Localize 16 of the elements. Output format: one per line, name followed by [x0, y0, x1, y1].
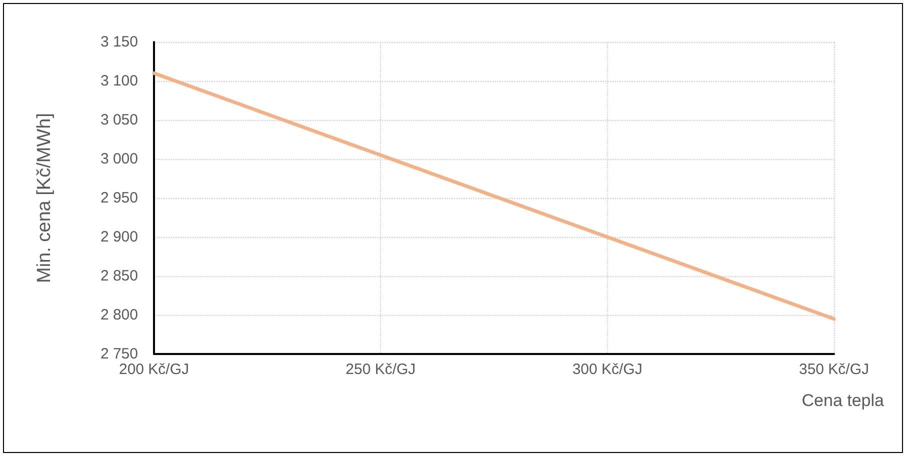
x-axis-title: Cena tepla — [802, 391, 885, 410]
y-tick-label: 3 050 — [100, 112, 138, 128]
line-series — [152, 71, 836, 321]
x-tick-label: 350 Kč/GJ — [798, 361, 870, 378]
y-tick-label: 3 100 — [100, 72, 138, 90]
y-tick-label: 3 000 — [100, 150, 138, 168]
y-tick-label: 2 950 — [100, 190, 138, 206]
x-tick-label: 200 Kč/GJ — [118, 361, 190, 378]
y-tick-label: 2 900 — [100, 228, 138, 246]
x-tick-label: 300 Kč/GJ — [572, 361, 642, 378]
x-tick-label: 250 Kč/GJ — [346, 361, 416, 378]
y-tick-label: 3 150 — [100, 34, 138, 50]
y-tick-label: 2 800 — [100, 306, 138, 324]
y-tick-label: 2 750 — [100, 346, 138, 362]
y-tick-label: 2 850 — [100, 268, 138, 284]
y-axis-title: Min. cena [Kč/MWh] — [34, 113, 55, 283]
